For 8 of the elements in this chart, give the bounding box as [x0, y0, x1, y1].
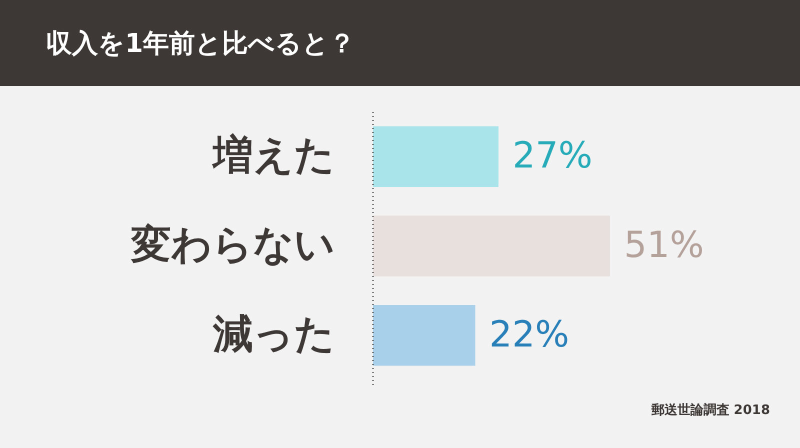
chart-title: 収入を1年前と比べると？: [46, 29, 356, 59]
y-tick-label: 増えた: [211, 132, 335, 179]
data-label: 27%: [512, 136, 592, 177]
y-tick-label: 減った: [212, 311, 335, 358]
data-label: 22%: [489, 314, 570, 356]
data-label: 51%: [624, 225, 704, 266]
text: 郵送世論調査 2018: [650, 402, 770, 418]
y-tick-label: 変わらない: [130, 222, 335, 268]
